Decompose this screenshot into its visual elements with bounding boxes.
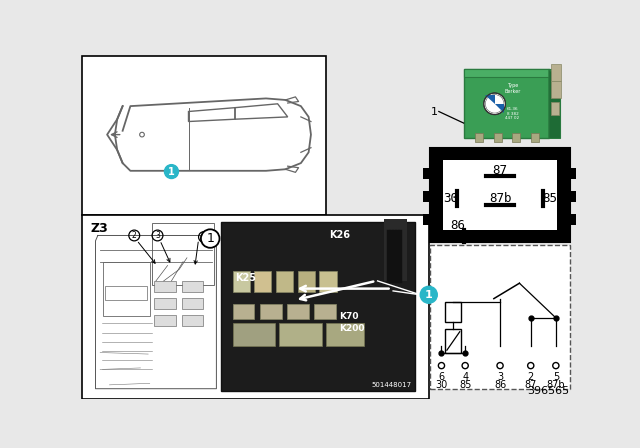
Text: 30: 30 <box>435 380 447 390</box>
Polygon shape <box>570 191 577 202</box>
Bar <box>494 133 502 142</box>
Text: 396565: 396565 <box>527 386 570 396</box>
Bar <box>476 133 483 142</box>
Bar <box>443 160 557 230</box>
Text: K26: K26 <box>330 230 351 240</box>
Bar <box>260 304 282 319</box>
Bar <box>182 298 204 310</box>
Bar <box>430 245 570 389</box>
Text: 2: 2 <box>132 231 136 240</box>
Text: 1: 1 <box>206 232 214 245</box>
Bar <box>513 133 520 142</box>
Text: 85: 85 <box>459 380 472 390</box>
Text: 86: 86 <box>494 380 506 390</box>
Bar <box>384 220 407 281</box>
Bar <box>233 271 250 293</box>
Polygon shape <box>570 214 577 225</box>
Text: Z3: Z3 <box>91 222 109 235</box>
Circle shape <box>485 95 504 113</box>
Bar <box>182 315 204 326</box>
Text: 87: 87 <box>525 380 537 390</box>
Text: 85: 85 <box>542 192 557 205</box>
Bar <box>254 271 271 293</box>
Bar <box>430 148 570 242</box>
Bar <box>445 302 461 322</box>
Text: 1: 1 <box>202 233 206 241</box>
Bar <box>81 56 326 215</box>
Text: 501448017: 501448017 <box>372 382 412 388</box>
Bar <box>551 102 559 116</box>
Text: 4: 4 <box>462 372 468 382</box>
Text: 1: 1 <box>168 167 175 177</box>
Text: 87: 87 <box>493 164 508 177</box>
Polygon shape <box>495 104 504 113</box>
Bar <box>154 298 176 310</box>
Text: 2: 2 <box>527 372 534 382</box>
Bar <box>531 133 539 142</box>
Bar <box>154 315 176 326</box>
Text: 87b: 87b <box>489 192 511 205</box>
Text: 5: 5 <box>553 372 559 382</box>
Text: 87b: 87b <box>547 380 565 390</box>
Bar <box>81 215 429 399</box>
Bar <box>152 223 214 285</box>
Text: 30: 30 <box>443 192 458 205</box>
Text: 86: 86 <box>451 219 466 232</box>
Bar <box>105 286 147 300</box>
Polygon shape <box>549 69 561 138</box>
Bar <box>326 323 364 346</box>
Bar <box>287 304 308 319</box>
Polygon shape <box>570 168 577 178</box>
Text: Type
Berker: Type Berker <box>504 83 520 94</box>
Text: K25: K25 <box>235 273 256 283</box>
Text: 6: 6 <box>438 372 445 382</box>
Polygon shape <box>422 168 430 178</box>
Text: 1: 1 <box>425 290 433 300</box>
Polygon shape <box>463 69 557 77</box>
Text: K70
K200: K70 K200 <box>339 312 364 332</box>
Bar <box>551 82 561 99</box>
Bar <box>233 304 254 319</box>
Polygon shape <box>422 191 430 202</box>
Bar <box>233 323 275 346</box>
Text: 61.36
8 382
447 02: 61.36 8 382 447 02 <box>506 107 520 121</box>
Bar <box>103 262 150 315</box>
Bar <box>463 69 549 138</box>
Bar <box>445 329 461 353</box>
Bar <box>314 304 336 319</box>
Bar <box>221 222 415 391</box>
Circle shape <box>201 229 220 248</box>
Polygon shape <box>422 214 430 225</box>
Text: 3: 3 <box>155 231 160 240</box>
Bar <box>551 64 561 81</box>
Circle shape <box>164 165 179 178</box>
Circle shape <box>484 93 506 115</box>
Bar <box>276 271 293 293</box>
Bar <box>298 271 315 293</box>
Text: 1: 1 <box>431 107 438 116</box>
Bar <box>319 271 337 293</box>
Bar <box>154 281 176 293</box>
Text: 3: 3 <box>497 372 503 382</box>
Circle shape <box>420 286 437 303</box>
Bar <box>279 323 322 346</box>
Polygon shape <box>485 95 495 104</box>
Bar <box>182 281 204 293</box>
